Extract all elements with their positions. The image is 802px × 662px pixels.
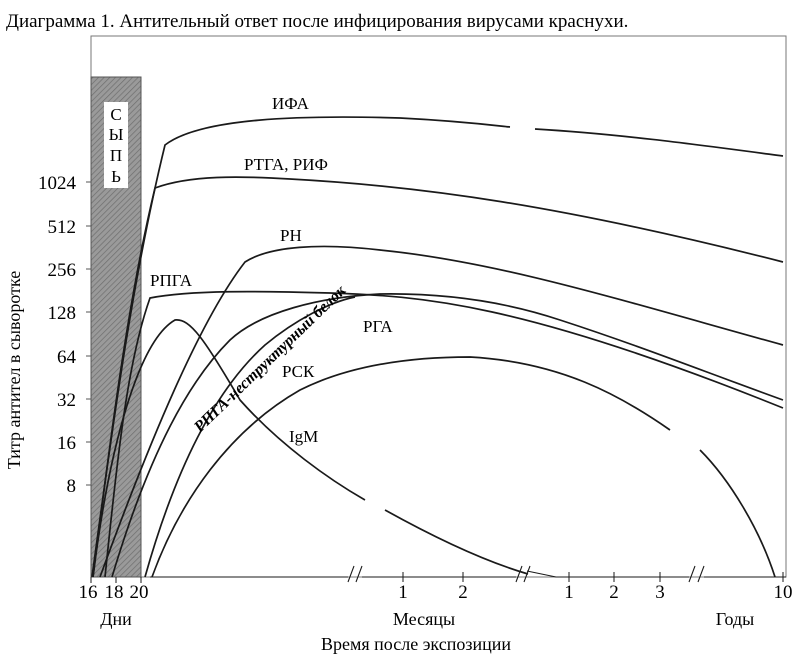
x-axis: 16 18 20 1 2 1 2 3 10 Дни Месяцы Годы (79, 565, 793, 629)
series-label-ifa: ИФА (272, 94, 310, 113)
x-group-label: Дни (100, 609, 132, 629)
x-group-label: Месяцы (393, 609, 455, 629)
y-tick-label: 1024 (38, 173, 77, 194)
x-axis-label: Время после экспозиции (321, 634, 511, 654)
rash-letter: Ы (109, 125, 124, 144)
x-tick-label: 3 (655, 582, 665, 603)
x-tick-label: 16 (79, 582, 98, 603)
series-label-igm: IgM (289, 427, 318, 446)
y-tick-label: 8 (67, 476, 77, 497)
series-line-igm (92, 319, 366, 578)
rash-letter: П (110, 146, 122, 165)
series-label-rga: РГА (363, 317, 393, 336)
x-tick-label: 1 (564, 582, 574, 603)
y-tick-label: 32 (57, 390, 76, 411)
series-line-igm (384, 509, 529, 575)
plot-frame (90, 35, 787, 578)
y-tick-label: 256 (48, 260, 77, 281)
x-tick-label: 20 (130, 582, 149, 603)
series-line-ifa (91, 116, 511, 578)
x-tick-label: 18 (105, 582, 124, 603)
y-tick-label: 64 (57, 347, 77, 368)
series-line-rsk (151, 356, 671, 578)
series-line-rga (111, 293, 784, 578)
series-line-rtga (92, 176, 784, 578)
series-line-ifa (534, 128, 784, 157)
y-tick-label: 128 (48, 303, 77, 324)
x-tick-label: 2 (609, 582, 619, 603)
series-line-rsk (699, 449, 776, 578)
series-label-rsk: РСК (282, 362, 315, 381)
chart-title: Диаграмма 1. Антительный ответ после инф… (6, 11, 628, 32)
x-tick-label: 1 (398, 582, 408, 603)
rash-letter: Ь (111, 167, 121, 186)
rash-label-box (104, 102, 128, 188)
series-label-rn: РН (280, 226, 302, 245)
series-label-rtga: РТГА, РИФ (244, 155, 328, 174)
series-label-rpga: РПГА (150, 271, 193, 290)
x-tick-label: 10 (774, 582, 793, 603)
series-label-rpga-nsp: РПГА-неструктурный белок (190, 282, 350, 437)
x-tick-label: 2 (458, 582, 468, 603)
rash-letter: С (110, 105, 121, 124)
y-tick-label: 16 (57, 433, 76, 454)
y-tick-label: 512 (48, 217, 77, 238)
series-line-rpga (104, 290, 784, 578)
y-axis: 1024 512 256 128 64 32 16 8 (38, 173, 91, 497)
series-line-rn (99, 245, 784, 578)
series-line-rpga-nsp (144, 296, 356, 578)
x-group-label: Годы (716, 609, 755, 629)
y-axis-label: Титр антител в сыворотке (4, 271, 24, 470)
